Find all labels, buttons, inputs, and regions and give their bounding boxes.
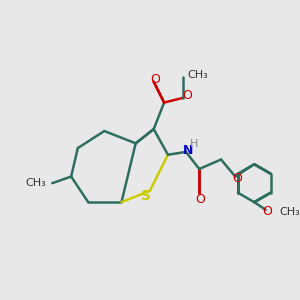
Text: CH₃: CH₃ (279, 207, 300, 217)
Text: CH₃: CH₃ (26, 178, 46, 188)
Text: H: H (190, 139, 199, 149)
Text: N: N (183, 143, 193, 157)
Text: S: S (141, 188, 151, 203)
Text: O: O (195, 193, 205, 206)
Text: O: O (262, 205, 272, 218)
Text: O: O (232, 172, 242, 185)
Text: O: O (182, 89, 192, 102)
Text: CH₃: CH₃ (187, 70, 208, 80)
Text: O: O (151, 73, 160, 86)
